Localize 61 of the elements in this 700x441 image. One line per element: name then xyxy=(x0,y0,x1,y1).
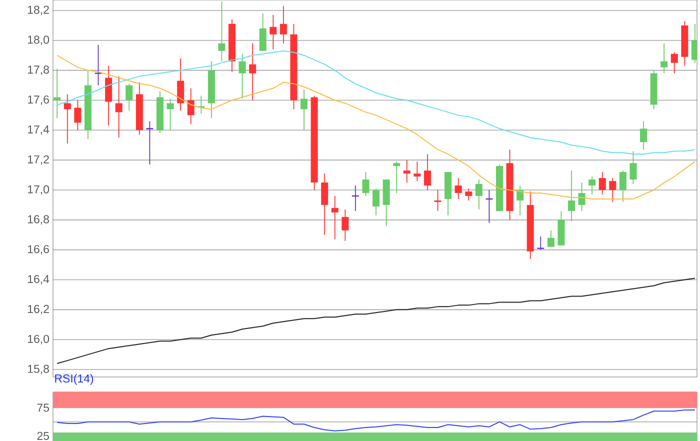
y-tick-label: 75 xyxy=(37,404,49,412)
candlestick xyxy=(578,182,586,212)
candlestick xyxy=(74,100,82,131)
candlestick xyxy=(54,68,61,119)
candlestick xyxy=(146,120,154,166)
candlestick xyxy=(126,83,133,112)
candlestick xyxy=(115,76,122,138)
candlestick xyxy=(259,13,266,52)
y-tick-label: 25 xyxy=(37,432,49,440)
candlestick xyxy=(691,23,698,64)
y-tick-label: 17,6 xyxy=(28,95,49,105)
candlestick xyxy=(238,53,246,100)
candlestick xyxy=(434,190,442,212)
y-tick-label: 16,4 xyxy=(28,275,50,285)
candlestick xyxy=(547,230,554,248)
candlestick xyxy=(105,65,112,126)
candlestick xyxy=(331,196,338,240)
candlestick xyxy=(475,179,482,210)
candlestick xyxy=(414,161,421,182)
y-tick-label: 16,0 xyxy=(28,334,50,344)
candlestick xyxy=(536,236,545,250)
candlestick xyxy=(166,98,174,131)
candlestick xyxy=(424,154,431,190)
y-tick-label: 15,8 xyxy=(28,364,49,374)
candlestick xyxy=(280,6,287,44)
y-tick-label: 17,4 xyxy=(28,125,50,135)
candlestick xyxy=(465,188,472,201)
y-tick-label: 18,0 xyxy=(28,36,50,46)
y-tick-label: 16,8 xyxy=(28,215,49,225)
candlestick xyxy=(403,160,410,183)
candlestick xyxy=(568,170,575,222)
y-tick-label: 18,2 xyxy=(28,6,49,16)
candlestick xyxy=(640,120,648,150)
y-tick-label: 17,8 xyxy=(28,66,49,76)
candlestick xyxy=(177,58,184,112)
candlestick xyxy=(372,188,380,216)
candlestick xyxy=(619,170,626,202)
candlestick xyxy=(270,14,277,50)
y-tick-label: 16,6 xyxy=(28,245,49,255)
candlestick xyxy=(342,208,349,242)
candlestick xyxy=(588,176,596,195)
candlestick xyxy=(598,172,606,195)
y-tick-label: 17,0 xyxy=(28,185,50,195)
chart-title: RSI(14) xyxy=(55,374,94,385)
candlestick xyxy=(362,172,370,196)
candlestick xyxy=(218,1,226,62)
candlestick xyxy=(660,42,668,74)
candlestick xyxy=(64,94,71,144)
candlestick xyxy=(249,42,256,101)
candlestick xyxy=(454,178,462,200)
y-tick-label: 17,2 xyxy=(28,155,49,165)
candlestick xyxy=(670,52,678,74)
candlestick xyxy=(630,150,637,184)
candlestick xyxy=(609,178,616,202)
candlestick xyxy=(94,44,102,86)
candlestick xyxy=(393,161,400,194)
candlestick xyxy=(516,185,524,216)
candlestick xyxy=(187,88,194,125)
candlestick xyxy=(300,89,308,131)
y-tick-label: 16,2 xyxy=(28,304,49,314)
candlestick xyxy=(321,173,328,236)
